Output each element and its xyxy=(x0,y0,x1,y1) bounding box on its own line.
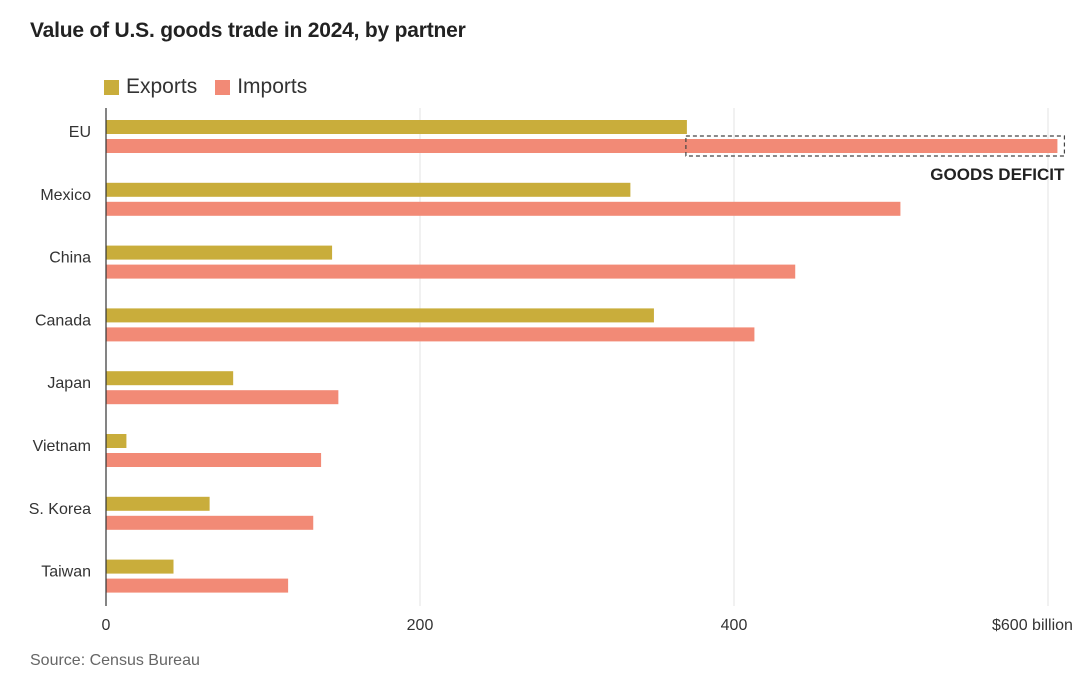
category-label: S. Korea xyxy=(29,501,91,518)
bar-imports-china xyxy=(106,264,796,279)
category-label: EU xyxy=(69,124,91,141)
category-label: Canada xyxy=(35,312,91,329)
bar-imports-eu xyxy=(106,139,1058,153)
legend: Exports Imports xyxy=(104,75,325,99)
legend-swatch-imports xyxy=(215,79,231,95)
bar-imports-canada xyxy=(106,327,755,342)
category-label: Vietnam xyxy=(33,438,91,455)
category-label: Taiwan xyxy=(41,564,91,581)
category-label: China xyxy=(49,250,91,267)
x-tick-label: 400 xyxy=(721,617,748,634)
bar-imports-japan xyxy=(106,390,339,405)
bar-exports-mexico xyxy=(106,182,631,197)
bar-exports-china xyxy=(106,245,333,260)
bar-exports-taiwan xyxy=(106,559,174,574)
x-tick-label: 200 xyxy=(407,617,434,634)
source-note: Source: Census Bureau xyxy=(30,652,200,669)
x-tick-label: $600 billion xyxy=(992,617,1073,634)
category-label: Mexico xyxy=(40,187,91,204)
x-tick-label: 0 xyxy=(102,617,111,634)
legend-label-exports: Exports xyxy=(126,75,198,98)
legend-swatch-exports xyxy=(104,79,119,95)
legend-item-imports: Imports xyxy=(215,75,307,99)
bar-imports-vietnam xyxy=(106,453,322,467)
bar-exports-japan xyxy=(106,371,234,386)
legend-item-exports: Exports xyxy=(104,75,197,99)
deficit-label: GOODS DEFICIT xyxy=(930,165,1065,184)
bar-exports-s-korea xyxy=(106,496,210,511)
deficit-box xyxy=(685,135,1066,157)
bar-exports-canada xyxy=(106,308,654,323)
category-label: Japan xyxy=(47,375,91,392)
bar-imports-mexico xyxy=(106,201,901,216)
bar-exports-eu xyxy=(106,120,687,134)
bar-imports-taiwan xyxy=(106,578,289,593)
bar-imports-s-korea xyxy=(106,515,314,530)
bar-exports-vietnam xyxy=(106,434,127,448)
legend-label-imports: Imports xyxy=(237,75,308,98)
chart-title: Value of U.S. goods trade in 2024, by pa… xyxy=(30,19,466,42)
